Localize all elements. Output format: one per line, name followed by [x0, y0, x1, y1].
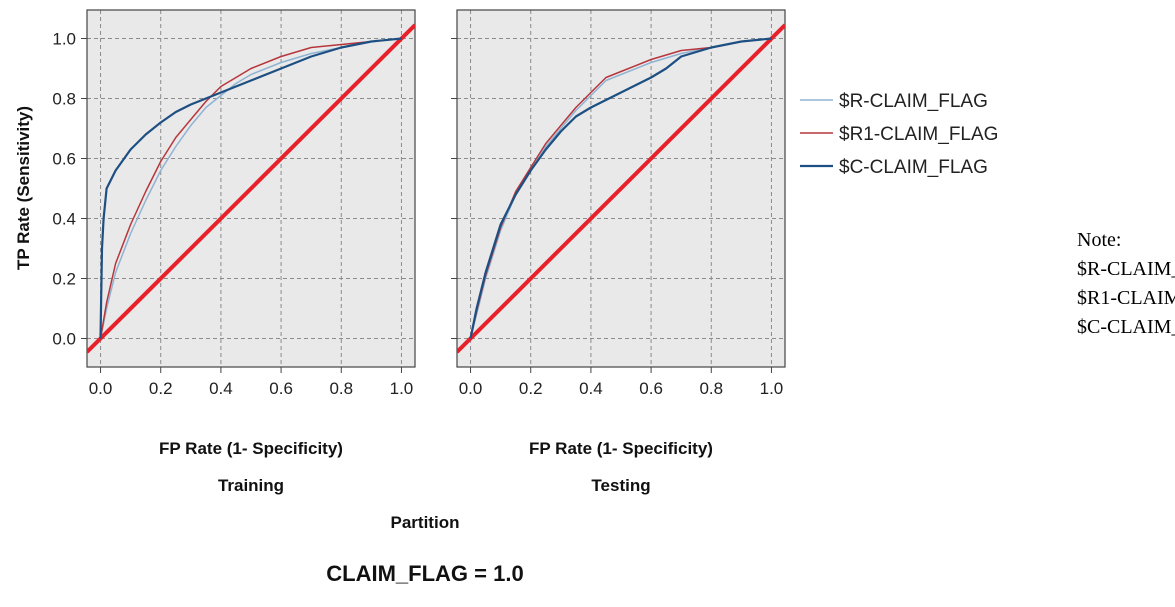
legend-label: $C-CLAIM_FLAG — [839, 157, 988, 178]
plot-area — [457, 23, 785, 354]
y-tick-label: 0.4 — [52, 210, 76, 229]
roc-line-c-claim-flag — [99, 37, 402, 339]
y-axis-label: TP Rate (Sensitivity) — [14, 106, 33, 270]
x-tick-label: 0.8 — [329, 379, 353, 398]
x-tick-label: 1.0 — [760, 379, 784, 398]
side-note: Note: $R-CLAIM_FLAG $R1-CLAIM_FLAG $C-CL… — [1077, 226, 1175, 342]
y-tick-label: 0.6 — [52, 150, 76, 169]
plot-area — [87, 23, 415, 354]
panel-title: Testing — [591, 476, 650, 495]
chart-title: CLAIM_FLAG = 1.0 — [326, 561, 523, 586]
x-tick-label: 0.4 — [209, 379, 233, 398]
roc-line-r-claim-flag — [469, 37, 772, 339]
note-line: $R1-CLAIM_FLAG — [1077, 287, 1175, 309]
legend-label: $R-CLAIM_FLAG — [839, 91, 988, 112]
x-tick-label: 1.0 — [390, 379, 414, 398]
note-line: $C-CLAIM_FLAG — [1077, 316, 1175, 338]
panel-title: Training — [218, 476, 284, 495]
roc-line-c-claim-flag — [469, 37, 772, 339]
note-line: Note: — [1077, 229, 1122, 251]
y-tick-label: 0.2 — [52, 270, 76, 289]
plot-frame — [86, 9, 416, 368]
x-tick-label: 0.0 — [459, 379, 483, 398]
y-tick-label: 1.0 — [52, 30, 76, 49]
x-tick-label: 0.0 — [89, 379, 113, 398]
y-tick-label: 0.0 — [52, 330, 76, 349]
panel-training: 0.0 0.0 0.2 0.2 0.4 0.4 0.6 0.6 0.8 0.8 1.0 1.0 FP R… — [52, 9, 416, 495]
x-axis-label: FP Rate (1- Specificity) — [529, 439, 713, 458]
plot-frame — [456, 9, 786, 368]
legend-label: $R1-CLAIM_FLAG — [839, 124, 998, 145]
roc-line-r1-claim-flag — [99, 37, 402, 339]
y-tick-label: 0.8 — [52, 90, 76, 109]
roc-line-r-claim-flag — [99, 37, 402, 339]
x-tick-label: 0.2 — [149, 379, 173, 398]
x-tick-label: 0.6 — [269, 379, 293, 398]
reference-diagonal — [457, 23, 785, 354]
panel-testing: 0.0 0.2 0.4 0.6 0.8 1.0 FP Rate (1- Specificit… — [451, 9, 786, 495]
facet-title: Partition — [391, 513, 460, 532]
note-line: $R-CLAIM_FLAG — [1077, 258, 1175, 280]
x-tick-label: 0.2 — [519, 379, 543, 398]
x-tick-label: 0.8 — [699, 379, 723, 398]
reference-diagonal — [87, 23, 415, 354]
x-tick-label: 0.4 — [579, 379, 603, 398]
x-axis-label: FP Rate (1- Specificity) — [159, 439, 343, 458]
x-tick-label: 0.6 — [639, 379, 663, 398]
legend: $R-CLAIM_FLAG $R1-CLAIM_FLAG $C-CLAIM_FLAG — [800, 91, 998, 178]
